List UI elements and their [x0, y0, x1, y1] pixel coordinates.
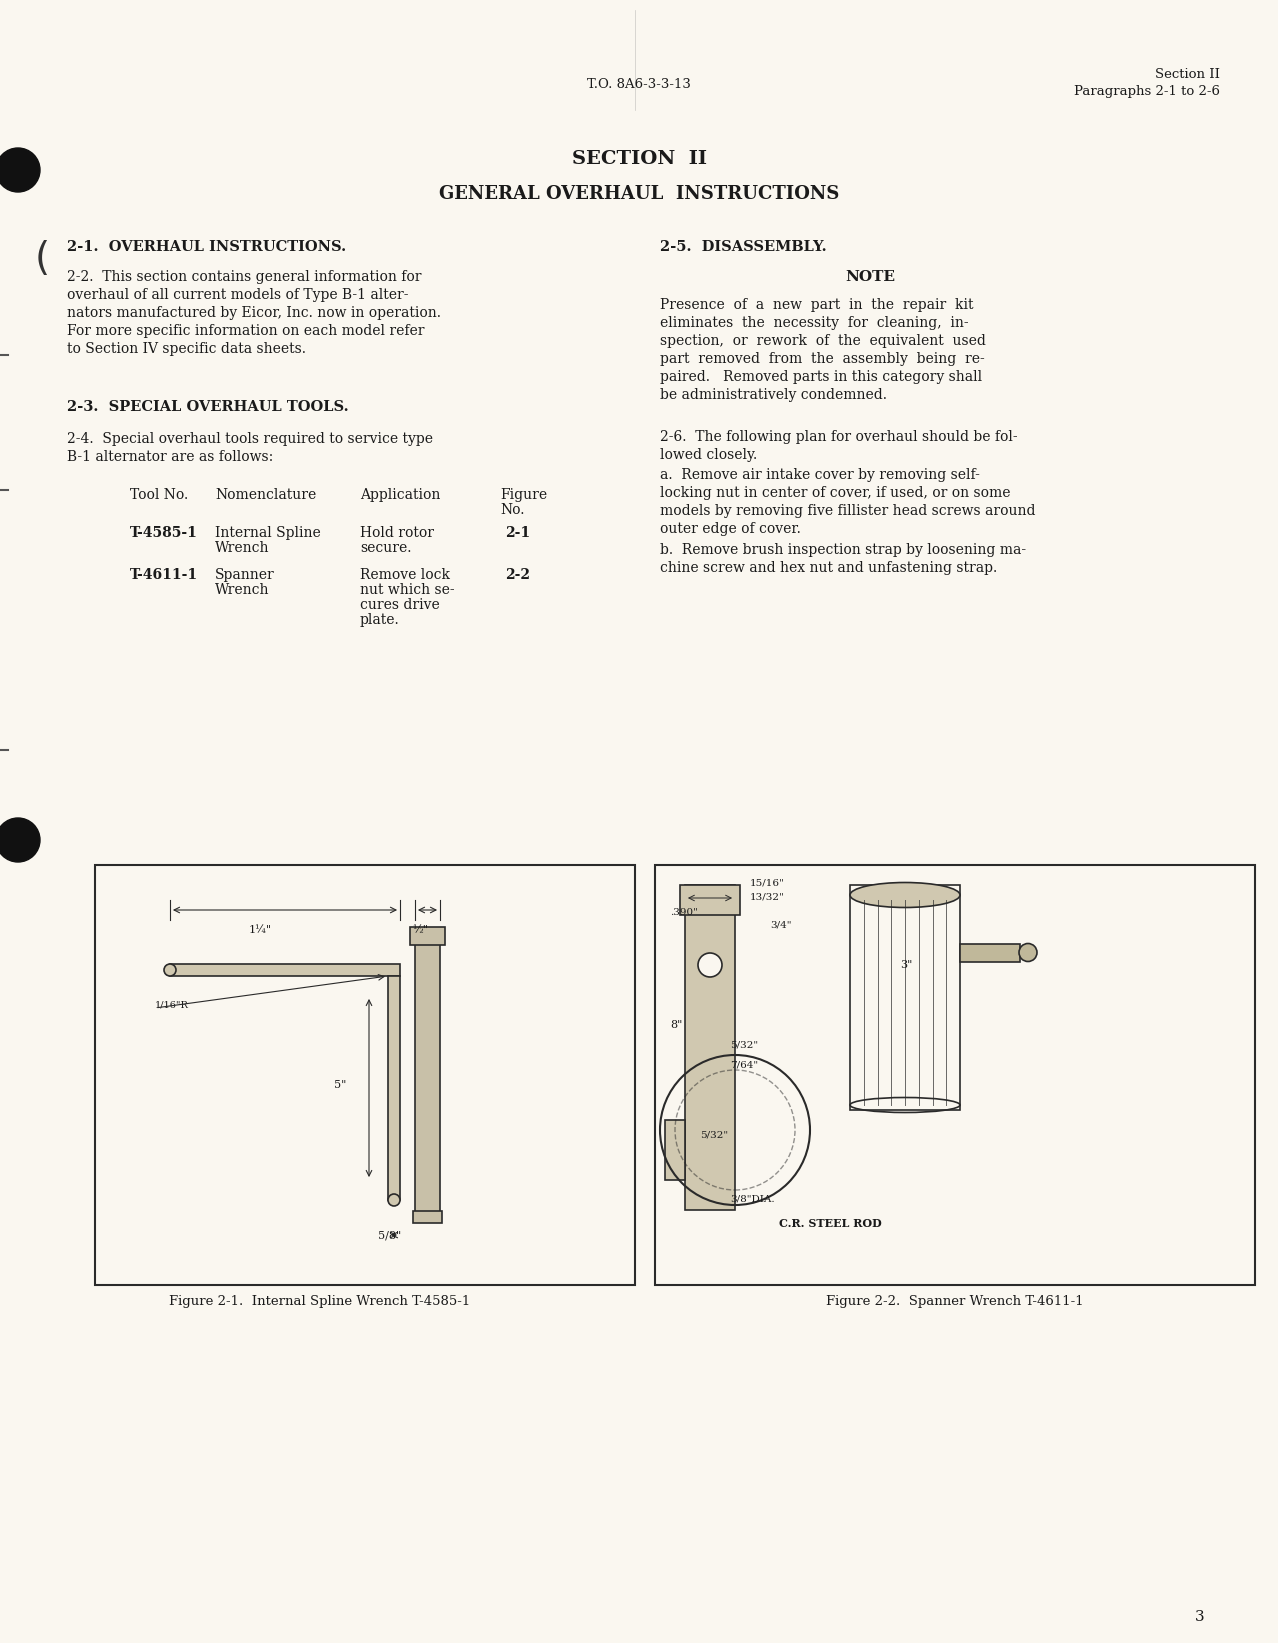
Bar	[960, 943, 1020, 961]
Text: 2-2.  This section contains general information for: 2-2. This section contains general infor…	[66, 269, 422, 284]
Text: 2-1: 2-1	[505, 526, 530, 541]
Text: secure.: secure.	[360, 541, 412, 555]
Text: 15/16": 15/16"	[750, 877, 785, 887]
Text: Spanner: Spanner	[215, 568, 275, 582]
Text: 3: 3	[1195, 1610, 1205, 1623]
Text: 5": 5"	[334, 1079, 346, 1089]
Text: 3/4": 3/4"	[771, 920, 791, 928]
Text: 2-2: 2-2	[505, 568, 530, 582]
Text: 2-5.  DISASSEMBLY.: 2-5. DISASSEMBLY.	[659, 240, 827, 255]
Bar	[95, 864, 635, 1285]
Text: 3/8"DIA.: 3/8"DIA.	[730, 1194, 774, 1204]
Text: a.  Remove air intake cover by removing self-: a. Remove air intake cover by removing s…	[659, 468, 980, 481]
Text: For more specific information on each model refer: For more specific information on each mo…	[66, 324, 424, 338]
Text: Wrench: Wrench	[215, 541, 270, 555]
Text: T-4585-1: T-4585-1	[130, 526, 198, 541]
Text: Figure 2-2.  Spanner Wrench T-4611-1: Figure 2-2. Spanner Wrench T-4611-1	[826, 1295, 1084, 1308]
Text: b.  Remove brush inspection strap by loosening ma-: b. Remove brush inspection strap by loos…	[659, 542, 1026, 557]
Text: Remove lock: Remove lock	[360, 568, 450, 582]
Circle shape	[698, 953, 722, 978]
Text: Tool No.: Tool No.	[130, 488, 188, 503]
Bar	[413, 1211, 442, 1222]
Text: Nomenclature: Nomenclature	[215, 488, 316, 503]
Text: chine screw and hex nut and unfastening strap.: chine screw and hex nut and unfastening …	[659, 560, 997, 575]
Text: 7/64": 7/64"	[730, 1060, 758, 1070]
Text: locking nut in center of cover, if used, or on some: locking nut in center of cover, if used,…	[659, 486, 1011, 499]
Bar	[415, 940, 440, 1216]
Bar	[680, 886, 740, 915]
Text: B-1 alternator are as follows:: B-1 alternator are as follows:	[66, 450, 273, 463]
Text: 2-4.  Special overhaul tools required to service type: 2-4. Special overhaul tools required to …	[66, 432, 433, 445]
Text: Wrench: Wrench	[215, 583, 270, 596]
Text: Section II: Section II	[1155, 67, 1220, 81]
Text: Hold rotor: Hold rotor	[360, 526, 435, 541]
Text: T-4611-1: T-4611-1	[130, 568, 198, 582]
Text: 1¼": 1¼"	[248, 925, 271, 935]
Text: T.O. 8A6-3-3-13: T.O. 8A6-3-3-13	[587, 77, 691, 90]
Text: 5/32": 5/32"	[700, 1130, 728, 1139]
Text: lowed closely.: lowed closely.	[659, 449, 758, 462]
Bar	[685, 886, 735, 1209]
Text: SECTION  II: SECTION II	[571, 150, 707, 168]
Text: nut which se-: nut which se-	[360, 583, 455, 596]
Text: 3": 3"	[900, 960, 912, 969]
Text: Figure 2-1.  Internal Spline Wrench T-4585-1: Figure 2-1. Internal Spline Wrench T-458…	[170, 1295, 470, 1308]
Text: No.: No.	[500, 503, 524, 518]
Text: plate.: plate.	[360, 613, 400, 628]
Bar	[389, 976, 400, 1199]
Text: models by removing five fillister head screws around: models by removing five fillister head s…	[659, 504, 1035, 518]
Circle shape	[389, 1194, 400, 1206]
Circle shape	[164, 964, 176, 976]
Circle shape	[0, 818, 40, 863]
Text: outer edge of cover.: outer edge of cover.	[659, 522, 801, 536]
Text: Internal Spline: Internal Spline	[215, 526, 321, 541]
Text: eliminates  the  necessity  for  cleaning,  in-: eliminates the necessity for cleaning, i…	[659, 315, 969, 330]
Bar	[410, 927, 445, 945]
Text: 2-1.  OVERHAUL INSTRUCTIONS.: 2-1. OVERHAUL INSTRUCTIONS.	[66, 240, 346, 255]
Text: C.R. STEEL ROD: C.R. STEEL ROD	[778, 1217, 882, 1229]
Text: spection,  or  rework  of  the  equivalent  used: spection, or rework of the equivalent us…	[659, 334, 985, 348]
Bar	[170, 964, 400, 976]
Text: 5/8": 5/8"	[378, 1231, 401, 1240]
Bar	[656, 864, 1255, 1285]
Bar	[850, 886, 960, 1111]
Text: 1/16"R: 1/16"R	[155, 1001, 189, 1009]
Text: 13/32": 13/32"	[750, 894, 785, 902]
Text: GENERAL OVERHAUL  INSTRUCTIONS: GENERAL OVERHAUL INSTRUCTIONS	[438, 186, 840, 204]
Bar	[665, 1121, 685, 1180]
Text: Figure: Figure	[500, 488, 547, 503]
Text: nators manufactured by Eicor, Inc. now in operation.: nators manufactured by Eicor, Inc. now i…	[66, 306, 441, 320]
Text: 5/32": 5/32"	[730, 1040, 758, 1048]
Text: cures drive: cures drive	[360, 598, 440, 611]
Text: Application: Application	[360, 488, 441, 503]
Text: be administratively condemned.: be administratively condemned.	[659, 388, 887, 403]
Text: overhaul of all current models of Type B-1 alter-: overhaul of all current models of Type B…	[66, 288, 409, 302]
Text: Paragraphs 2-1 to 2-6: Paragraphs 2-1 to 2-6	[1074, 85, 1220, 99]
Text: ½": ½"	[412, 925, 428, 935]
Circle shape	[0, 148, 40, 192]
Text: to Section IV specific data sheets.: to Section IV specific data sheets.	[66, 342, 305, 357]
Text: part  removed  from  the  assembly  being  re-: part removed from the assembly being re-	[659, 352, 985, 366]
Circle shape	[1019, 943, 1036, 961]
Text: .390": .390"	[670, 909, 698, 917]
Text: (: (	[35, 240, 50, 278]
Text: 8": 8"	[670, 1020, 682, 1030]
Text: Presence  of  a  new  part  in  the  repair  kit: Presence of a new part in the repair kit	[659, 297, 974, 312]
Text: 2-3.  SPECIAL OVERHAUL TOOLS.: 2-3. SPECIAL OVERHAUL TOOLS.	[66, 399, 349, 414]
Text: 2-6.  The following plan for overhaul should be fol-: 2-6. The following plan for overhaul sho…	[659, 430, 1017, 444]
Ellipse shape	[850, 882, 960, 907]
Text: NOTE: NOTE	[845, 269, 895, 284]
Text: paired.   Removed parts in this category shall: paired. Removed parts in this category s…	[659, 370, 982, 384]
